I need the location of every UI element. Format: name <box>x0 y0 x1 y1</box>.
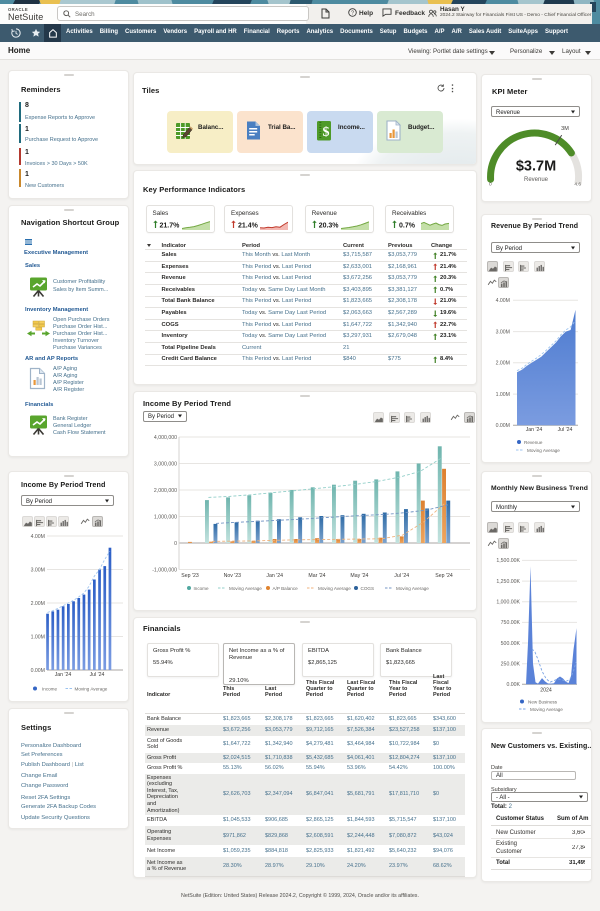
svg-text:Jan '24: Jan '24 <box>266 573 283 579</box>
svg-text:4.6: 4.6 <box>574 182 581 188</box>
svg-text:1,250.00K: 1,250.00K <box>496 579 520 585</box>
svg-text:0: 0 <box>489 182 492 188</box>
svg-text:?: ? <box>351 10 354 16</box>
svg-text:New Business: New Business <box>528 699 558 704</box>
svg-text:Moving Average: Moving Average <box>229 586 262 591</box>
svg-text:Sep '23: Sep '23 <box>181 573 199 579</box>
svg-text:2,000,000: 2,000,000 <box>154 488 177 494</box>
svg-text:$3.7M: $3.7M <box>516 159 556 175</box>
svg-text:Revenue: Revenue <box>524 440 543 445</box>
svg-text:Income: Income <box>42 686 58 691</box>
svg-text:Sep '24: Sep '24 <box>435 573 453 579</box>
svg-text:1,000,000: 1,000,000 <box>154 514 177 520</box>
svg-text:Jan '24: Jan '24 <box>526 427 543 433</box>
svg-text:Jul '24: Jul '24 <box>558 427 573 433</box>
svg-text:0.00M: 0.00M <box>496 423 510 429</box>
svg-text:0.00K: 0.00K <box>506 682 520 688</box>
svg-text:1,000.00K: 1,000.00K <box>496 600 520 606</box>
svg-text:Moving Average: Moving Average <box>396 586 429 591</box>
svg-text:Moving Average: Moving Average <box>527 448 560 453</box>
svg-text:Jul '24: Jul '24 <box>90 672 105 678</box>
svg-text:$: $ <box>323 125 330 140</box>
svg-text:COGS: COGS <box>361 586 375 591</box>
svg-text:-1,000,000: -1,000,000 <box>152 567 177 573</box>
svg-text:1.00M: 1.00M <box>496 392 510 398</box>
svg-text:3.00M: 3.00M <box>496 329 510 335</box>
svg-text:3M: 3M <box>561 126 569 132</box>
svg-text:Moving Average: Moving Average <box>318 586 351 591</box>
svg-text:Jul '24: Jul '24 <box>394 573 409 579</box>
svg-text:0: 0 <box>174 541 177 547</box>
svg-text:500.00K: 500.00K <box>501 641 521 647</box>
svg-text:4.00M: 4.00M <box>31 534 45 540</box>
svg-text:250.00K: 250.00K <box>501 662 521 668</box>
svg-text:4,000,000: 4,000,000 <box>154 435 177 441</box>
svg-text:Moving Average: Moving Average <box>530 707 563 712</box>
svg-text:2.00M: 2.00M <box>31 601 45 607</box>
svg-text:2024: 2024 <box>540 688 552 694</box>
svg-text:1,500.00K: 1,500.00K <box>496 558 520 564</box>
svg-text:Moving Average: Moving Average <box>75 686 108 691</box>
svg-text:Revenue: Revenue <box>524 177 549 183</box>
svg-text:3,000,000: 3,000,000 <box>154 461 177 467</box>
svg-text:3.00M: 3.00M <box>31 567 45 573</box>
svg-text:A/P Balance: A/P Balance <box>273 586 299 591</box>
svg-text:Nov '23: Nov '23 <box>224 573 242 579</box>
svg-text:1.00M: 1.00M <box>31 634 45 640</box>
svg-text:750.00K: 750.00K <box>501 620 521 626</box>
svg-text:0.00M: 0.00M <box>31 668 45 674</box>
svg-text:Mar '24: Mar '24 <box>308 573 325 579</box>
svg-text:May '24: May '24 <box>350 573 368 579</box>
svg-text:Income: Income <box>194 586 210 591</box>
svg-text:2.00M: 2.00M <box>496 361 510 367</box>
svg-text:4.00M: 4.00M <box>496 298 510 304</box>
svg-text:Jan '24: Jan '24 <box>55 672 72 678</box>
